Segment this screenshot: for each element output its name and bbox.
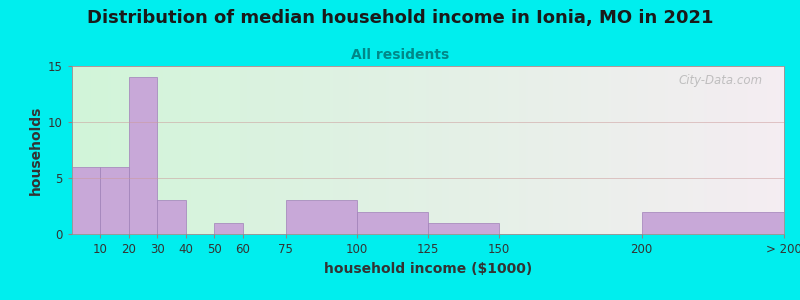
Bar bbox=[214, 223, 243, 234]
Text: City-Data.com: City-Data.com bbox=[678, 74, 762, 87]
Text: All residents: All residents bbox=[351, 48, 449, 62]
X-axis label: household income ($1000): household income ($1000) bbox=[324, 262, 532, 276]
Y-axis label: households: households bbox=[29, 105, 42, 195]
Bar bbox=[129, 77, 158, 234]
Bar bbox=[357, 212, 428, 234]
Bar bbox=[72, 167, 101, 234]
Text: Distribution of median household income in Ionia, MO in 2021: Distribution of median household income … bbox=[86, 9, 714, 27]
Bar bbox=[158, 200, 186, 234]
Bar bbox=[428, 223, 499, 234]
Bar bbox=[642, 212, 784, 234]
Bar bbox=[286, 200, 357, 234]
Bar bbox=[101, 167, 129, 234]
